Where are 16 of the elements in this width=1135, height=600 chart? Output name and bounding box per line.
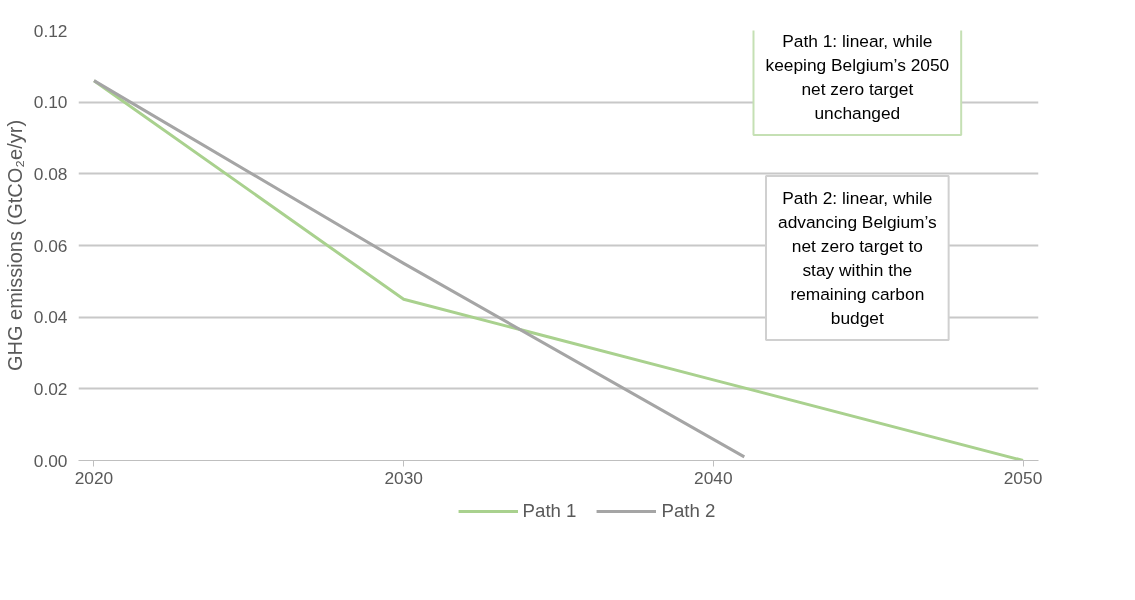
- annotation: Path 2: linear, while advancing Belgium’s net zero target to stay within the remaining carbon budget: [778, 188, 937, 329]
- y-tick-label: 0.08: [33, 163, 68, 184]
- legend-label: Path 1: [522, 500, 577, 522]
- y-tick-label: 0.00: [33, 450, 68, 471]
- annotation: Path 1: linear, while keeping Belgium’s 2050 net zero target unchanged: [765, 31, 950, 124]
- y-tick-label: 0.10: [33, 92, 68, 113]
- x-tick-label: 2020: [74, 467, 114, 488]
- x-tick-label: 2050: [1003, 467, 1043, 488]
- y-tick-label: 0.06: [33, 235, 68, 256]
- y-tick-label: 0.04: [33, 307, 68, 328]
- y-tick-label: 0.02: [33, 378, 68, 399]
- x-tick-label: 2040: [694, 467, 733, 488]
- legend-label: Path 2: [661, 500, 716, 522]
- y-axis-title: GHG emissions (GtCO₂e/yr): [3, 119, 26, 372]
- x-tick-label: 2030: [384, 467, 423, 488]
- y-tick-label: 0.12: [33, 20, 68, 41]
